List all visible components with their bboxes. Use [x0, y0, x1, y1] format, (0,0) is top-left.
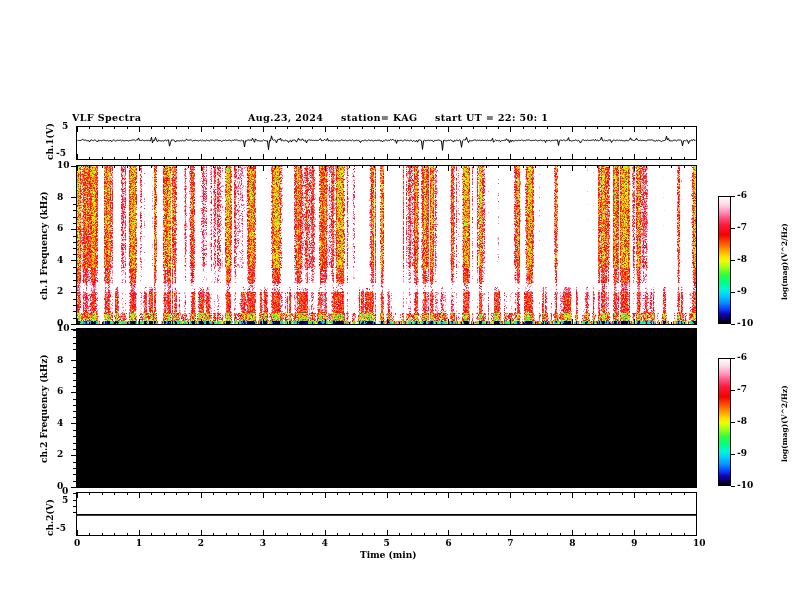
ch1-wave-axis-label: ch.1(V): [46, 123, 56, 160]
colorbar-ch1-label: log(mag)(V^2/Hz): [780, 223, 789, 300]
ch1-wave-ytick-neg5: -5: [56, 149, 66, 159]
header-start-ut: start UT = 22: 50: 1: [435, 113, 549, 124]
ch1-waveform-panel: [76, 126, 697, 160]
ch2-wave-ytick-neg5: -5: [56, 524, 66, 534]
ch1-spec-axis-label: ch.1 Frequency (kHz): [40, 191, 50, 300]
colorbar-ch2-label: log(mag)(V^2/Hz): [780, 385, 789, 462]
header-date: Aug.23, 2024: [248, 113, 324, 124]
colorbar-ch1-gradient: [718, 196, 731, 324]
colorbar-ch2-gradient: [718, 358, 731, 486]
x-axis-label: Time (min): [360, 551, 417, 561]
ch2-wave-ytick-5: 5: [62, 496, 69, 506]
ch2-wave-axis-label: ch.2(V): [46, 499, 56, 536]
ch1-wave-ytick-5: 5: [62, 122, 69, 132]
colorbar-ch1: -6 -7 -8 -9 -10 log(mag)(V^2/Hz): [718, 191, 789, 329]
header-station: station= KAG: [341, 113, 418, 124]
colorbar-ch2: -6 -7 -8 -9 -10 log(mag)(V^2/Hz): [718, 353, 789, 491]
ch2-spec-axis-label: ch.2 Frequency (kHz): [40, 354, 50, 463]
ch1-spectrogram-panel: [76, 165, 697, 325]
ch2-spectrogram-panel: [76, 328, 697, 488]
ch2-wave-ytick-0: 0: [62, 487, 69, 497]
page-title: VLF Spectra: [72, 113, 142, 124]
ch2-waveform-panel: [76, 492, 697, 536]
